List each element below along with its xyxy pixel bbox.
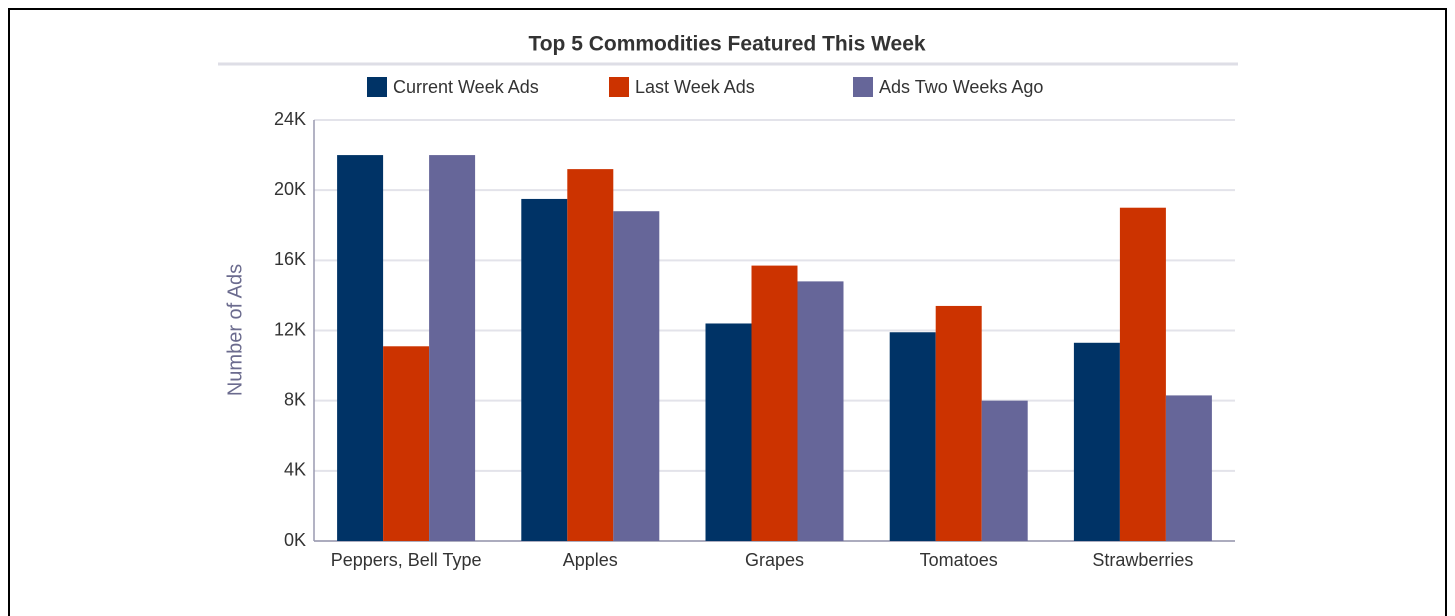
bar: [1165, 395, 1212, 541]
legend-swatch: [609, 77, 629, 97]
y-tick-label: 20K: [274, 179, 306, 199]
bar: [1073, 342, 1120, 541]
x-tick-label: Peppers, Bell Type: [331, 550, 482, 570]
y-tick-label: 0K: [284, 530, 306, 550]
x-tick-label: Apples: [563, 550, 618, 570]
bar: [567, 169, 614, 541]
bar: [1119, 207, 1166, 542]
y-tick-label: 12K: [274, 319, 306, 339]
bar: [935, 305, 982, 541]
y-axis-label: Number of Ads: [224, 264, 246, 396]
chart-title: Top 5 Commodities Featured This Week: [528, 33, 925, 56]
bar: [889, 332, 936, 541]
bar: [337, 155, 384, 542]
bar: [521, 198, 568, 541]
x-tick-label: Tomatoes: [920, 550, 998, 570]
bar: [383, 346, 430, 541]
bar: [613, 211, 660, 541]
legend-label: Last Week Ads: [635, 77, 755, 97]
y-tick-label: 8K: [284, 389, 306, 409]
frame: [8, 8, 1447, 616]
bar: [981, 400, 1028, 541]
y-tick-label: 4K: [284, 460, 306, 480]
bar: [751, 265, 798, 541]
bar: [429, 155, 476, 542]
legend-label: Ads Two Weeks Ago: [879, 77, 1043, 97]
legend-label: Current Week Ads: [393, 77, 539, 97]
x-tick-label: Strawberries: [1092, 550, 1193, 570]
y-tick-label: 24K: [274, 109, 306, 129]
bar: [705, 323, 752, 541]
legend-swatch: [367, 77, 387, 97]
legend-swatch: [853, 77, 873, 97]
y-tick-label: 16K: [274, 249, 306, 269]
x-tick-label: Grapes: [745, 550, 804, 570]
bar: [797, 281, 844, 541]
